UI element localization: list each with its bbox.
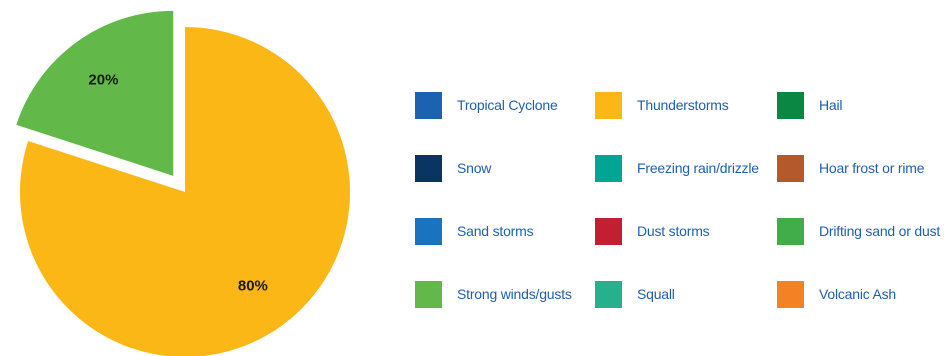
legend-label: Thunderstorms bbox=[637, 97, 729, 113]
legend-label: Dust storms bbox=[637, 223, 710, 239]
legend-label: Freezing rain/drizzle bbox=[637, 160, 759, 176]
legend-item: Squall bbox=[595, 279, 675, 309]
legend-swatch bbox=[595, 280, 622, 308]
legend-swatch bbox=[415, 217, 442, 245]
slice-label: 20% bbox=[88, 72, 118, 89]
legend-swatch bbox=[415, 280, 442, 308]
pie-slice-strong-winds-gusts bbox=[16, 10, 174, 176]
legend-item: Sand storms bbox=[415, 216, 534, 246]
pie-chart: 80% 20% bbox=[16, 10, 350, 356]
legend-label: Hoar frost or rime bbox=[819, 160, 925, 176]
legend-item: Strong winds/gusts bbox=[415, 279, 572, 309]
pie-slice-thunderstorms bbox=[20, 27, 350, 356]
legend-swatch bbox=[595, 91, 622, 119]
legend-item: Snow bbox=[415, 153, 491, 183]
legend-label: Sand storms bbox=[457, 223, 534, 239]
legend-label: Hail bbox=[819, 97, 843, 113]
legend-item: Drifting sand or dust bbox=[777, 216, 940, 246]
legend-label: Squall bbox=[637, 286, 675, 302]
legend-swatch bbox=[777, 91, 804, 119]
legend-item: Hail bbox=[777, 90, 843, 120]
legend-swatch bbox=[415, 91, 442, 119]
legend-label: Drifting sand or dust bbox=[819, 223, 941, 239]
legend-label: Tropical Cyclone bbox=[457, 97, 558, 113]
legend-item: Thunderstorms bbox=[595, 90, 729, 120]
legend-swatch bbox=[777, 217, 804, 245]
legend-item: Dust storms bbox=[595, 216, 710, 246]
legend-swatch bbox=[777, 154, 804, 182]
legend-label: Volcanic Ash bbox=[819, 286, 896, 302]
slice-label: 80% bbox=[238, 277, 268, 294]
legend-swatch bbox=[595, 217, 622, 245]
legend-swatch bbox=[415, 154, 442, 182]
legend-item: Freezing rain/drizzle bbox=[595, 153, 759, 183]
legend-swatch bbox=[777, 280, 804, 308]
legend-label: Strong winds/gusts bbox=[457, 286, 572, 302]
legend-item: Hoar frost or rime bbox=[777, 153, 925, 183]
legend-item: Tropical Cyclone bbox=[415, 90, 558, 120]
legend-swatch bbox=[595, 154, 622, 182]
legend-item: Volcanic Ash bbox=[777, 279, 896, 309]
legend-label: Snow bbox=[457, 160, 492, 176]
